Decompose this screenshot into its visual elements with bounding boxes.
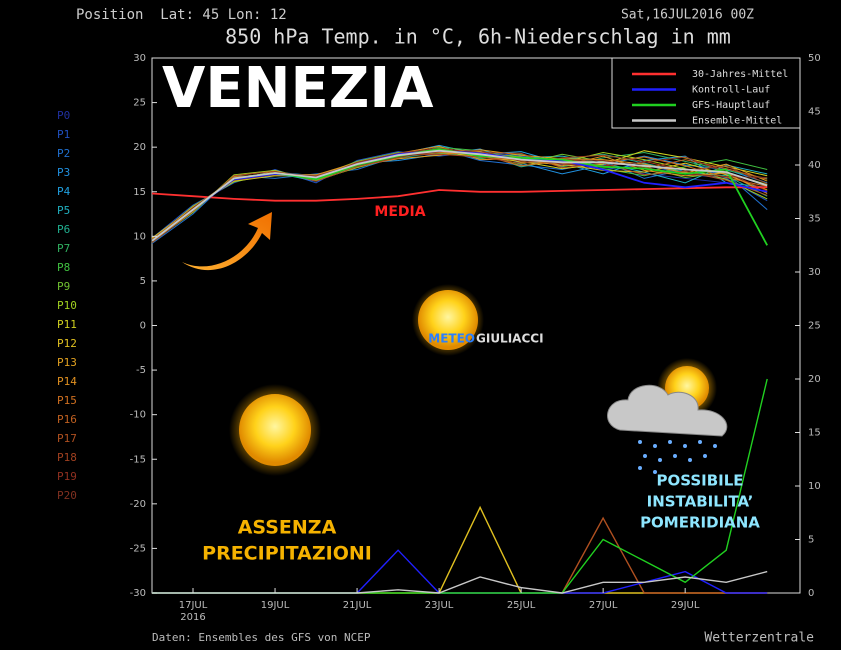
- y-tick-label: -25: [130, 543, 146, 554]
- y-tick-label: 5: [140, 276, 146, 287]
- member-label: P18: [57, 451, 77, 464]
- y2-tick-label: 40: [808, 160, 821, 171]
- member-label: P4: [57, 185, 71, 198]
- sun-icon: [239, 394, 311, 466]
- x-tick-label: 27JUL: [589, 600, 618, 611]
- member-label: P7: [57, 242, 70, 255]
- legend-label: Ensemble-Mittel: [692, 116, 782, 127]
- brand-meteo: METEO: [428, 332, 475, 346]
- legend-label: GFS-Hauptlauf: [692, 100, 770, 111]
- y-tick-label: -10: [130, 410, 146, 421]
- x-tick-label: 17JUL: [179, 600, 208, 611]
- member-label: P10: [57, 299, 77, 312]
- footer-brand: Wetterzentrale: [704, 631, 814, 646]
- member-label: P17: [57, 432, 77, 445]
- y-tick-label: 15: [133, 187, 146, 198]
- precipitation-line: [152, 570, 768, 594]
- y2-tick-label: 35: [808, 214, 821, 225]
- note-left: PRECIPITAZIONI: [202, 543, 372, 565]
- x-tick-label: 21JUL: [343, 600, 372, 611]
- member-label: P6: [57, 223, 70, 236]
- y-tick-label: 25: [133, 98, 146, 109]
- y2-tick-label: 50: [808, 53, 821, 64]
- y-tick-label: 10: [133, 231, 146, 242]
- decorations: [182, 212, 728, 476]
- y2-tick-label: 0: [808, 588, 814, 599]
- member-label: P15: [57, 394, 77, 407]
- y2-tick-label: 45: [808, 107, 821, 118]
- member-label: P5: [57, 204, 70, 217]
- x-year-label: 2016: [180, 612, 205, 623]
- y-tick-label: -5: [136, 365, 146, 376]
- y2-tick-label: 5: [808, 535, 814, 546]
- y2-tick-label: 20: [808, 374, 821, 385]
- member-label: P8: [57, 261, 70, 274]
- note-right: POMERIDIANA: [640, 514, 760, 532]
- y2-tick-label: 15: [808, 428, 821, 439]
- header-date: Sat,16JUL2016 00Z: [621, 8, 754, 23]
- legend-label: 30-Jahres-Mittel: [692, 69, 788, 80]
- x-tick-label: 19JUL: [261, 600, 290, 611]
- chart-title: 850 hPa Temp. in °C, 6h-Niederschlag in …: [225, 25, 731, 49]
- member-label: P9: [57, 280, 70, 293]
- member-label: P12: [57, 337, 77, 350]
- cloud-icon: [607, 384, 728, 437]
- note-left: ASSENZA: [238, 517, 337, 539]
- temperature-line: [151, 150, 768, 239]
- plot-area: [151, 144, 768, 594]
- x-tick-label: 25JUL: [507, 600, 536, 611]
- y2-tick-label: 30: [808, 267, 821, 278]
- y-tick-label: 20: [133, 142, 146, 153]
- y-tick-label: 0: [140, 321, 146, 332]
- member-label: P3: [57, 166, 70, 179]
- x-tick-label: 29JUL: [671, 600, 700, 611]
- footer-source: Daten: Ensembles des GFS von NCEP: [152, 631, 371, 644]
- member-label: P1: [57, 128, 70, 141]
- y-tick-label: -30: [130, 588, 146, 599]
- header-position: Position Lat: 45 Lon: 12: [76, 7, 287, 23]
- rain-drops: [638, 440, 717, 474]
- y2-tick-label: 10: [808, 481, 821, 492]
- y2-tick-label: 25: [808, 321, 821, 332]
- member-label: P2: [57, 147, 70, 160]
- member-label: P11: [57, 318, 77, 331]
- note-right: INSTABILITA’: [647, 493, 754, 511]
- temperature-line: [151, 186, 768, 202]
- mean-label: MEDIA: [374, 204, 425, 220]
- member-label: P13: [57, 356, 77, 369]
- temperature-line: [151, 149, 768, 242]
- member-label: P19: [57, 470, 77, 483]
- arrow: [182, 212, 272, 271]
- city-label: VENEZIA: [162, 56, 434, 121]
- y-tick-label: 30: [133, 53, 146, 64]
- member-label: P14: [57, 375, 77, 388]
- y-tick-label: -20: [130, 499, 146, 510]
- note-right: POSSIBILE: [656, 472, 743, 490]
- x-tick-label: 23JUL: [425, 600, 454, 611]
- legend-box: [611, 57, 801, 129]
- sun-icon: [418, 290, 478, 350]
- y-tick-label: -15: [130, 454, 146, 465]
- member-label: P0: [57, 109, 70, 122]
- legend-label: Kontroll-Lauf: [692, 85, 770, 96]
- brand-giuliacci: GIULIACCI: [476, 332, 544, 346]
- member-label: P20: [57, 489, 77, 502]
- member-label: P16: [57, 413, 77, 426]
